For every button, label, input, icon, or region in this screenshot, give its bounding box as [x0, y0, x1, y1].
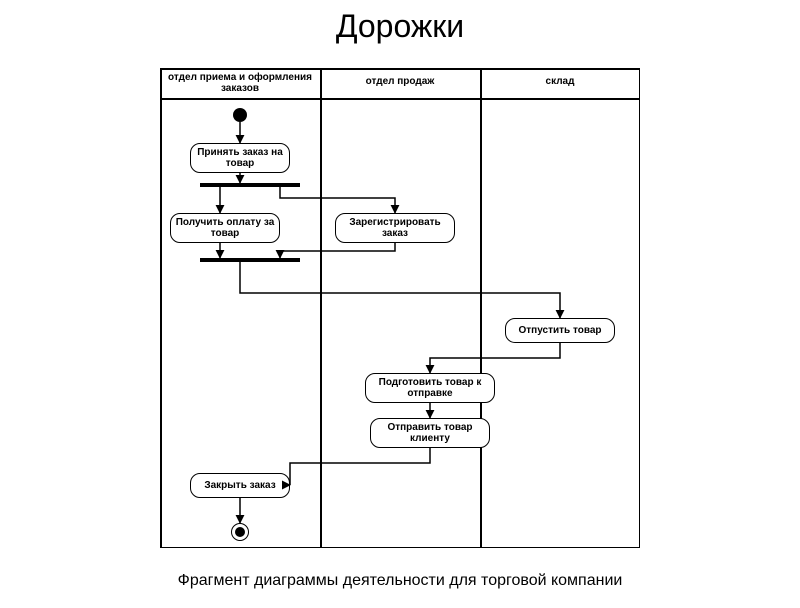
lane-header: склад — [480, 76, 640, 87]
lane-divider — [320, 68, 322, 548]
lane-header: отдел приема и оформления заказов — [160, 72, 320, 94]
activity-node: Отправить товар клиенту — [370, 418, 490, 448]
header-divider — [160, 98, 640, 100]
swimlane-diagram: отдел приема и оформления заказов отдел … — [160, 68, 640, 548]
edge — [290, 448, 430, 485]
activity-node: Получить оплату за товар — [170, 213, 280, 243]
start-node — [233, 108, 247, 122]
activity-node: Подготовить товар к отправке — [365, 373, 495, 403]
activity-node: Закрыть заказ — [190, 473, 290, 498]
edge — [430, 343, 560, 373]
activity-node: Принять заказ на товар — [190, 143, 290, 173]
edge — [280, 187, 395, 213]
edge — [280, 243, 395, 258]
lane-header: отдел продаж — [320, 76, 480, 87]
lane-divider — [480, 68, 482, 548]
join-bar — [200, 258, 300, 262]
end-node — [231, 523, 249, 541]
activity-node: Зарегистрировать заказ — [335, 213, 455, 243]
activity-node: Отпустить товар — [505, 318, 615, 343]
fork-bar — [200, 183, 300, 187]
edge — [240, 262, 560, 318]
page-title: Дорожки — [0, 8, 800, 45]
caption: Фрагмент диаграммы деятельности для торг… — [0, 572, 800, 590]
